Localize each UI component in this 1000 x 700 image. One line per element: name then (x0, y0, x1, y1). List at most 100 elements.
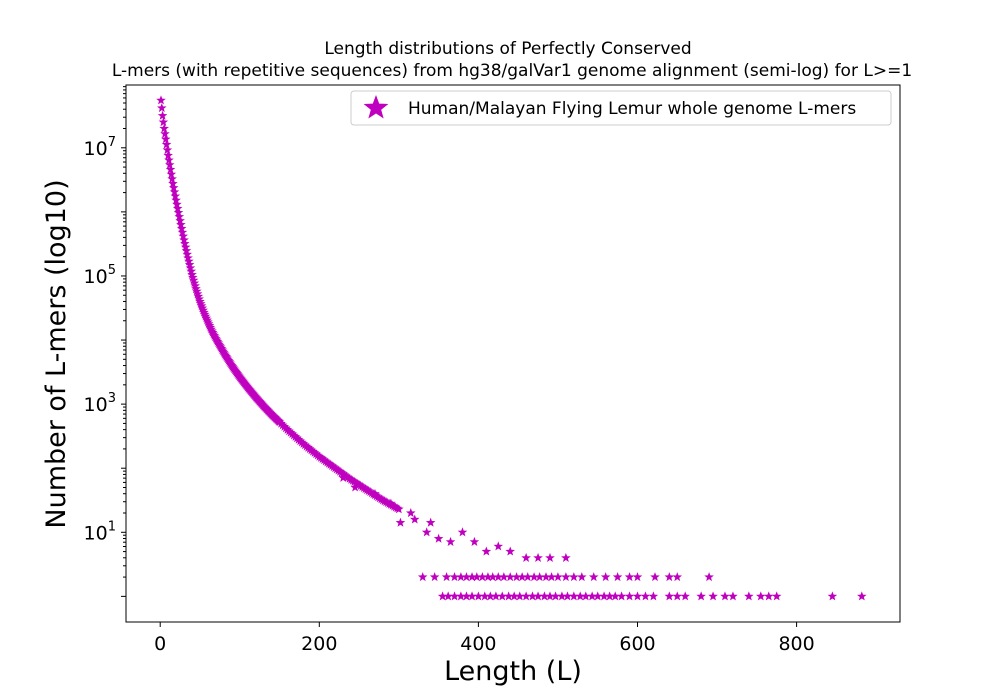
data-point (406, 508, 416, 518)
data-point (305, 443, 315, 454)
data-point (370, 488, 380, 498)
scatter-points (156, 95, 867, 601)
data-point (672, 572, 683, 582)
data-point (515, 591, 525, 601)
legend: Human/Malayan Flying Lemur whole genome … (350, 90, 892, 126)
data-point (171, 195, 181, 205)
y-axis-ticks: 101 103 105 107 (84, 86, 126, 597)
data-point (539, 591, 550, 601)
data-point (648, 591, 659, 601)
data-point (480, 591, 490, 601)
data-point (493, 541, 504, 551)
y-axis-label: Number of L-mers (log10) (41, 179, 72, 528)
data-point (421, 527, 432, 537)
data-point (178, 231, 189, 241)
data-point (485, 591, 496, 601)
data-point (190, 280, 200, 290)
data-point (298, 438, 309, 448)
data-point (477, 572, 488, 582)
data-point (172, 203, 183, 213)
data-point (445, 536, 456, 546)
data-point (577, 572, 587, 582)
data-point (708, 591, 718, 601)
data-point (581, 591, 591, 601)
data-point (553, 572, 563, 582)
chart-title: Length distributions of Perfectly Conser… (112, 39, 912, 81)
data-point (312, 450, 323, 460)
data-point (600, 572, 611, 582)
data-point (541, 572, 551, 582)
data-point (550, 591, 561, 601)
data-point (157, 110, 168, 120)
y-tick-label: 101 (84, 519, 116, 544)
data-point (672, 591, 683, 601)
data-point (166, 169, 177, 179)
data-point (505, 572, 515, 582)
data-point (521, 591, 531, 601)
data-point (497, 591, 508, 601)
data-point (624, 591, 635, 601)
data-point (161, 134, 171, 144)
data-point (297, 437, 307, 447)
data-point (527, 591, 538, 601)
data-point (311, 449, 321, 459)
data-point (587, 591, 597, 601)
data-point (191, 283, 201, 293)
data-point (529, 572, 539, 582)
data-point (517, 572, 527, 582)
data-point (592, 591, 603, 601)
data-point (456, 572, 466, 582)
data-point (168, 178, 178, 188)
data-point (289, 430, 299, 440)
data-point (632, 572, 643, 582)
data-point (165, 164, 176, 174)
data-point (763, 591, 774, 601)
data-point (168, 182, 179, 192)
data-point (457, 527, 468, 537)
chart-title-line-1: Length distributions of Perfectly Conser… (324, 39, 691, 59)
data-point (545, 591, 555, 601)
data-point (281, 423, 291, 433)
y-tick-label: 103 (84, 391, 116, 416)
data-point (181, 245, 192, 255)
data-point (756, 591, 766, 601)
data-point (599, 591, 609, 601)
data-point (704, 572, 714, 582)
data-point (533, 591, 543, 601)
data-point (680, 591, 690, 601)
data-point (503, 591, 514, 601)
data-point (176, 223, 187, 233)
data-point (499, 572, 509, 582)
data-point (562, 591, 573, 601)
data-point (306, 445, 317, 455)
data-point (696, 591, 706, 601)
data-point (650, 572, 660, 582)
data-point (857, 591, 867, 601)
data-point (467, 591, 477, 601)
data-point (160, 128, 170, 138)
data-point (632, 591, 643, 601)
data-point (292, 433, 302, 443)
data-point (394, 504, 404, 514)
data-point (192, 288, 203, 298)
data-point (308, 446, 318, 456)
data-point (174, 211, 185, 221)
data-point (616, 591, 627, 601)
data-point (277, 420, 288, 430)
data-point (425, 517, 436, 527)
data-point (282, 424, 293, 434)
data-point (175, 215, 185, 225)
data-point (612, 572, 623, 582)
data-point (505, 546, 515, 556)
x-tick-label: 600 (619, 633, 655, 655)
data-point (509, 591, 519, 601)
data-point (188, 272, 198, 282)
data-point (443, 591, 453, 601)
data-point (189, 278, 200, 288)
data-point (720, 591, 730, 601)
data-point (300, 440, 310, 450)
data-point (491, 591, 501, 601)
data-point (303, 442, 313, 452)
data-point (575, 591, 585, 601)
data-point (511, 572, 522, 582)
